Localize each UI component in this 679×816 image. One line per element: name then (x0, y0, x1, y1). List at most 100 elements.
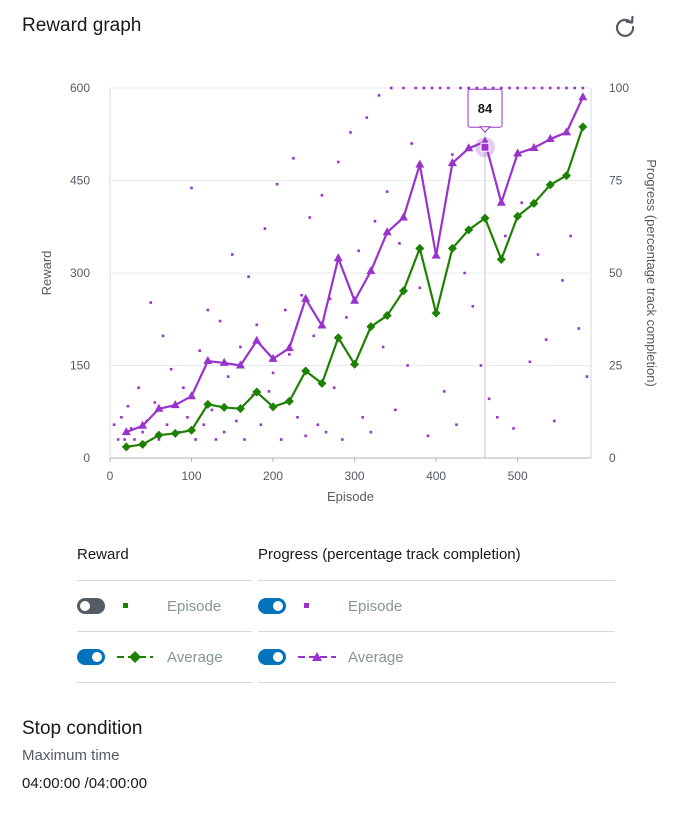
episode-point (573, 86, 576, 90)
x-tick-label: 500 (508, 469, 528, 483)
episode-point (169, 367, 173, 371)
y-right-tick-label: 50 (609, 266, 623, 280)
episode-point (186, 416, 189, 419)
episode-point (430, 86, 434, 90)
episode-point (308, 216, 312, 219)
episode-point (235, 419, 238, 423)
episode-point (120, 416, 123, 419)
episode-point (312, 334, 316, 338)
y-right-tick-label: 75 (609, 174, 623, 188)
tooltip-layer: 84 (467, 88, 503, 158)
reward-average-point (121, 442, 131, 452)
progress-average-point (496, 197, 506, 206)
progress-average-point (121, 427, 131, 436)
episode-point (129, 427, 133, 430)
progress-average-point (464, 143, 474, 152)
legend-reward-episode: Episode (77, 581, 252, 632)
episode-point (243, 438, 246, 441)
episode-point (520, 201, 524, 204)
episode-point (463, 271, 466, 275)
episode-point (516, 86, 519, 90)
progress-episode-toggle[interactable] (258, 598, 286, 614)
episode-point (381, 345, 385, 349)
progress-average-point (284, 343, 294, 352)
episode-point (202, 423, 206, 426)
episode-point (320, 194, 324, 197)
tooltip-label: 84 (478, 101, 493, 116)
episode-point (500, 86, 503, 90)
episode-point (524, 86, 528, 90)
episode-point (141, 430, 144, 434)
reward-chart[interactable]: 0 150 300 450 600 0 25 50 75 100 0 100 200 300 400 500 E… (0, 70, 679, 510)
episode-point (557, 86, 560, 90)
reward-average-point (382, 311, 392, 321)
reward-average-point (447, 243, 457, 253)
episode-point (548, 86, 552, 90)
progress-average-point (545, 134, 555, 143)
episode-point (288, 353, 291, 356)
episode-point (149, 301, 153, 304)
reward-average-point (496, 254, 506, 264)
legend-progress-column: Progress (percentage track completion) E… (258, 540, 615, 683)
episode-point (283, 308, 287, 312)
reward-average-point (268, 402, 278, 412)
episode-point (230, 253, 234, 256)
legend-reward-header: Reward (77, 540, 252, 581)
stop-condition-value: 04:00:00 /04:00:00 (22, 775, 148, 792)
reward-average-point (398, 286, 408, 296)
episode-point (116, 438, 120, 441)
progress-average-toggle[interactable] (258, 649, 286, 665)
episode-point (198, 349, 201, 352)
progress-average-point (513, 148, 523, 157)
episode-point (544, 338, 548, 341)
episode-point (495, 416, 499, 419)
axes-layer: 0 150 300 450 600 0 25 50 75 100 0 100 200 300 400 500 E… (39, 81, 659, 504)
progress-average-point (398, 212, 408, 221)
reward-average-point (203, 399, 213, 409)
episode-point (361, 416, 365, 419)
episode-point (153, 401, 157, 404)
legend-label: Average (348, 648, 404, 666)
reward-average-point (350, 359, 360, 369)
episode-point (561, 279, 564, 282)
episode-point (123, 438, 126, 441)
episode-point (479, 364, 483, 367)
y-right-tick-label: 25 (609, 359, 623, 373)
reward-average-point (464, 225, 474, 235)
episode-point (385, 190, 389, 193)
episode-point (357, 249, 360, 253)
refresh-button[interactable] (612, 14, 638, 40)
episode-point (137, 386, 140, 389)
y-left-tick-label: 450 (70, 174, 90, 188)
reward-average-point (578, 122, 588, 132)
reward-average-point (235, 404, 245, 414)
episode-point (271, 371, 275, 375)
episode-point (394, 408, 397, 412)
legend-progress-header: Progress (percentage track completion) (258, 540, 615, 581)
y-left-tick-label: 600 (70, 81, 90, 95)
episode-point (112, 423, 116, 426)
episode-point (565, 86, 568, 90)
episode-point (536, 253, 540, 256)
reward-average-toggle[interactable] (77, 649, 105, 665)
episode-point (532, 86, 536, 90)
episode-point (214, 438, 218, 441)
progress-average-point (154, 403, 164, 412)
episode-point (300, 293, 303, 297)
episode-point (553, 419, 556, 423)
reward-average-point (154, 430, 164, 440)
episode-point (426, 434, 430, 438)
episode-point (275, 182, 279, 186)
legend-label: Average (167, 648, 223, 666)
reward-episode-toggle[interactable] (77, 598, 105, 614)
episode-point (398, 242, 401, 245)
episode-point (226, 375, 230, 378)
progress-average-point (480, 136, 490, 145)
legend-label: Episode (348, 597, 403, 615)
refresh-icon (616, 15, 635, 37)
progress-average-point (382, 227, 392, 236)
episode-point (451, 153, 454, 156)
legend-progress-average: Average (258, 632, 615, 683)
progress-average-point (170, 400, 180, 409)
reward-average-point (431, 308, 441, 318)
